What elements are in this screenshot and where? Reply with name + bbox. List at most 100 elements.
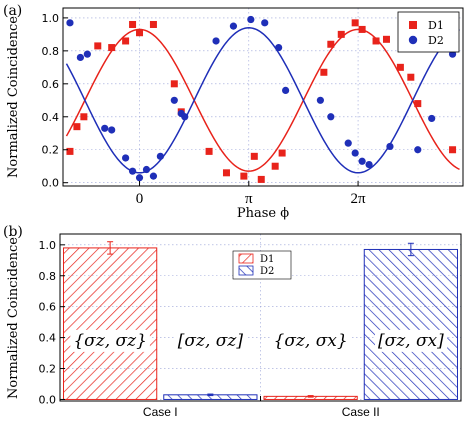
data-point-d1 <box>250 152 258 160</box>
panel-b-legend: D1 D2 <box>232 250 292 280</box>
data-point-d1 <box>414 100 422 108</box>
panel-a-legend-box <box>397 11 460 53</box>
panel-a-label: (a) <box>3 3 22 19</box>
data-point-d1 <box>170 80 178 88</box>
data-point-d1 <box>66 147 74 155</box>
data-point-d2 <box>414 146 422 154</box>
data-point-d1 <box>222 169 230 177</box>
data-point-d1 <box>149 20 157 28</box>
bar-d2 <box>363 248 458 400</box>
bar-annotation: {σz, σx} <box>274 331 348 351</box>
ytick-label: 0.2 <box>42 144 60 157</box>
panel-b-ylabel: Normalized Coincidence <box>6 237 21 399</box>
data-point-d1 <box>122 37 130 45</box>
data-point-d2 <box>351 149 359 157</box>
data-point-d2 <box>275 43 283 52</box>
panel-b-yticks: 0.0 0.2 0.4 0.6 0.8 1.0 <box>39 239 65 406</box>
data-point-d2 <box>122 154 130 162</box>
data-point-d1 <box>240 172 248 180</box>
panel-b: (b) {σz, σz} [σz, σz] {σz, σx} [σz, σx] 0.0… <box>3 224 462 419</box>
data-point-d1 <box>94 42 102 50</box>
panel-b-label: (b) <box>3 224 23 240</box>
data-point-d2 <box>365 160 373 169</box>
ytick-label: 0.6 <box>39 301 57 314</box>
data-point-d2 <box>108 126 116 134</box>
panel-a-frame <box>62 7 464 187</box>
data-point-d2 <box>344 139 352 147</box>
data-point-d1 <box>205 147 213 155</box>
bar-annotation: [σz, σz] <box>178 331 244 351</box>
ytick-label: 0.8 <box>39 270 57 283</box>
data-point-d2 <box>316 96 324 104</box>
xtick-label: 2π <box>351 191 367 207</box>
ytick-label: 0.0 <box>39 393 57 406</box>
data-point-d1 <box>136 29 144 37</box>
ytick-label: 0.6 <box>42 78 60 91</box>
data-point-d1 <box>351 19 359 27</box>
data-point-d2 <box>170 96 178 104</box>
data-point-d2 <box>128 167 137 175</box>
ytick-label: 1.0 <box>39 239 57 252</box>
xtick-label: π <box>245 191 253 207</box>
data-point-d2 <box>247 15 255 24</box>
data-point-d1 <box>80 113 88 121</box>
data-point-d1 <box>257 175 265 183</box>
data-point-d1 <box>73 123 81 131</box>
bar-annotation-bg <box>270 329 351 352</box>
data-point-d2 <box>428 114 436 123</box>
data-point-d1 <box>129 20 137 28</box>
data-point-d2 <box>83 50 91 58</box>
panel-a-ylabel: Normalized Coincidence <box>6 16 21 178</box>
data-point-d2 <box>142 165 151 174</box>
ytick-label: 0.4 <box>39 332 57 345</box>
data-point-d2 <box>101 124 109 132</box>
data-point-d1 <box>449 146 457 154</box>
data-point-d2 <box>282 86 290 95</box>
data-point-d1 <box>327 40 335 48</box>
ytick-label: 0.8 <box>42 45 60 58</box>
panel-a: (a) 0.0 0.2 0.4 0.6 0.8 1.0 0 π 2π Normalized C… <box>3 3 464 221</box>
group-label: Case II <box>342 405 380 419</box>
data-point-d1 <box>382 35 390 43</box>
data-point-d1 <box>278 149 286 157</box>
panel-a-grid <box>63 8 463 186</box>
legend-b-d1-label: D1 <box>260 254 274 265</box>
bar-d1 <box>63 247 158 400</box>
bar-annotation-bg <box>374 329 448 352</box>
data-point-d2 <box>76 53 84 62</box>
legend-b-d2-swatch <box>238 265 254 276</box>
panel-a-points <box>66 15 457 183</box>
data-point-d1 <box>108 44 116 52</box>
group-label: Case I <box>143 405 178 419</box>
legend-b-d1-swatch <box>238 253 254 264</box>
data-point-d2 <box>181 113 189 121</box>
panel-a-yticks: 0.0 0.2 0.4 0.6 0.8 1.0 <box>42 12 68 190</box>
legend-d1-label: D1 <box>428 19 444 32</box>
legend-d2-marker <box>408 35 418 45</box>
data-point-d2 <box>386 142 394 151</box>
panel-b-groups: Case I Case II <box>143 396 380 419</box>
data-point-d1 <box>407 73 415 81</box>
data-point-d1 <box>358 25 366 33</box>
panel-a-xticks: 0 π 2π <box>136 181 366 207</box>
data-point-d1 <box>396 63 404 71</box>
ytick-label: 1.0 <box>42 12 60 25</box>
data-point-d2 <box>149 172 158 180</box>
panel-a-xlabel: Phase ϕ <box>237 206 289 221</box>
legend-b-d2-label: D2 <box>260 266 274 277</box>
bar-annotation: {σz, σz} <box>73 331 147 351</box>
data-point-d2 <box>212 37 220 45</box>
fit-curve-d1 <box>65 28 460 172</box>
data-point-d1 <box>372 37 380 45</box>
legend-d1-marker <box>409 21 417 29</box>
data-point-d2 <box>135 174 144 182</box>
panel-a-legend: D1 D2 <box>397 11 460 53</box>
data-point-d2 <box>229 22 238 30</box>
bar-annotation-bg <box>70 329 150 352</box>
data-point-d1 <box>320 68 328 76</box>
legend-d2-label: D2 <box>428 34 444 47</box>
ytick-label: 0.2 <box>39 363 57 376</box>
bar-annotation-bg <box>174 329 247 352</box>
data-point-d2 <box>156 152 164 160</box>
